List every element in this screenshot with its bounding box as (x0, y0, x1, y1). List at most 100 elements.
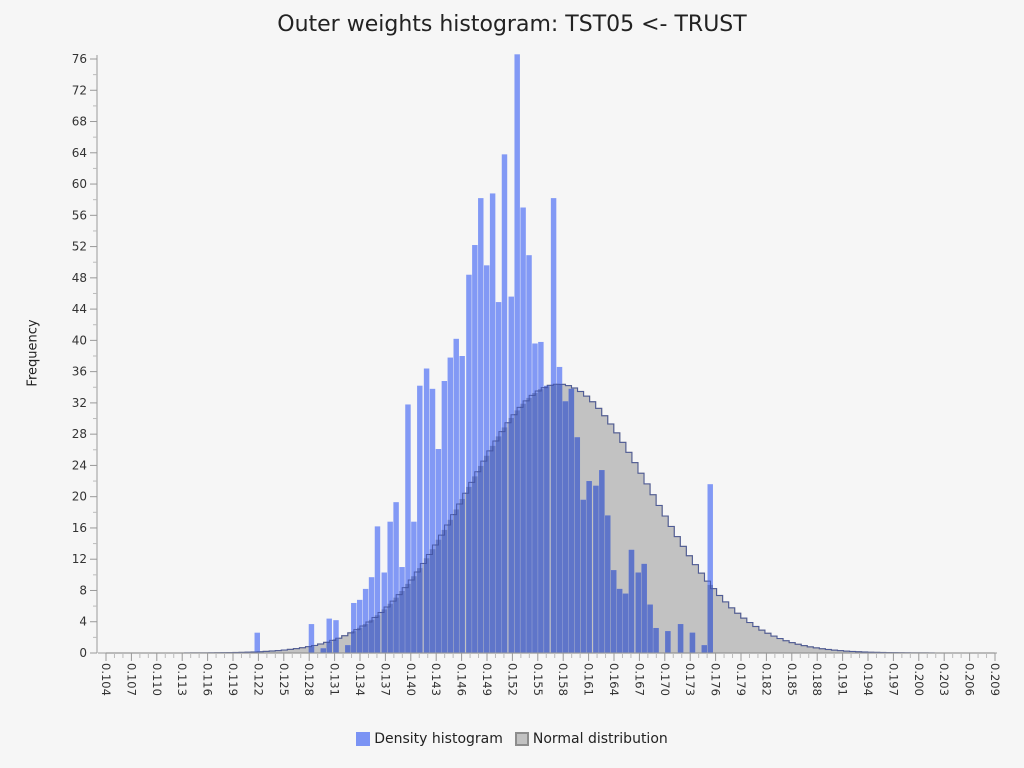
density-bar (466, 274, 472, 653)
density-bar (362, 588, 369, 653)
y-tick-label: 0 (79, 646, 87, 660)
overlap-bar (308, 646, 315, 653)
overlap-bar (550, 384, 557, 653)
overlap-bar (501, 427, 508, 653)
x-tick-label: 0.104 (99, 663, 113, 696)
density-bar (441, 381, 448, 653)
overlap-bar (647, 604, 653, 653)
y-tick-label: 68 (72, 115, 87, 129)
legend-swatch-normal (514, 732, 529, 746)
density-bar (351, 602, 357, 653)
legend: Density histogram Normal distribution (0, 731, 1024, 747)
overlap-bar (466, 486, 472, 653)
overlap-bar (435, 539, 442, 653)
overlap-bar (351, 631, 357, 653)
overlap-bar (459, 498, 465, 653)
y-tick-label: 24 (72, 458, 87, 472)
overlap-bar (393, 597, 399, 653)
x-tick-label: 0.131 (328, 663, 342, 696)
overlap-bar (320, 648, 327, 653)
overlap-bar (374, 615, 381, 653)
overlap-bar (689, 632, 696, 653)
y-tick-label: 36 (72, 365, 87, 379)
x-tick-label: 0.155 (531, 663, 545, 696)
overlap-bar (345, 645, 351, 653)
x-tick-label: 0.149 (480, 663, 494, 696)
overlap-bar (707, 584, 713, 653)
x-tick-label: 0.128 (302, 663, 316, 696)
y-tick-label: 56 (72, 208, 87, 222)
overlap-bar (508, 417, 514, 653)
overlap-bar (399, 591, 405, 653)
x-tick-label: 0.188 (810, 663, 824, 696)
overlap-bar (701, 645, 708, 653)
overlap-bar (586, 481, 592, 653)
y-tick-label: 72 (72, 83, 87, 97)
y-tick-label: 64 (72, 146, 87, 160)
x-tick-label: 0.134 (353, 663, 367, 696)
overlap-bar (520, 403, 526, 653)
overlap-bar (514, 410, 520, 653)
x-tick-label: 0.173 (683, 663, 697, 696)
x-tick-label: 0.143 (429, 663, 443, 696)
overlap-bar (532, 393, 538, 653)
y-tick-label: 8 (79, 583, 87, 597)
overlap-bar (411, 576, 417, 653)
overlap-bar (616, 588, 623, 653)
overlap-bar (333, 639, 339, 653)
overlap-bar (622, 593, 629, 653)
y-tick-label: 12 (72, 552, 87, 566)
x-tick-label: 0.113 (175, 663, 189, 696)
overlap-bar (417, 568, 423, 653)
density-bar (333, 620, 339, 653)
y-tick-label: 32 (72, 396, 87, 410)
overlap-bar (381, 609, 387, 653)
overlap-bar (562, 401, 569, 653)
overlap-bar (387, 603, 393, 653)
overlap-bar (423, 558, 430, 653)
x-tick-label: 0.125 (277, 663, 291, 696)
overlap-bar (441, 529, 448, 653)
legend-item-normal[interactable]: Normal distribution (514, 731, 668, 747)
overlap-area (254, 384, 713, 653)
chart-title: Outer weights histogram: TST05 <- TRUST (277, 12, 747, 37)
overlap-bar (610, 570, 617, 653)
y-tick-label: 28 (72, 427, 87, 441)
density-bar (393, 502, 399, 653)
x-tick-label: 0.176 (709, 663, 723, 696)
density-bar (326, 618, 332, 653)
overlap-bar (556, 384, 563, 653)
overlap-bar (495, 436, 502, 653)
density-bar (501, 154, 508, 653)
overlap-bar (544, 386, 550, 653)
overlap-bar (453, 509, 459, 653)
legend-item-density[interactable]: Density histogram (356, 731, 503, 747)
x-tick-label: 0.197 (886, 663, 900, 696)
x-tick-label: 0.194 (861, 663, 875, 696)
overlap-bar (580, 499, 586, 653)
y-tick-label: 60 (72, 177, 87, 191)
density-bar (308, 624, 315, 653)
overlap-bar (356, 627, 363, 653)
x-tick-label: 0.191 (836, 663, 850, 696)
density-bar (417, 385, 423, 653)
overlap-bar (405, 583, 411, 653)
density-bar (478, 198, 484, 653)
y-tick-label: 20 (72, 490, 87, 504)
y-tick-label: 52 (72, 240, 87, 254)
x-tick-label: 0.119 (226, 663, 240, 696)
density-bar (374, 526, 381, 653)
x-tick-label: 0.158 (556, 663, 570, 696)
density-bar (429, 388, 436, 653)
x-tick-label: 0.200 (912, 663, 926, 696)
density-bar (405, 404, 411, 653)
density-bar (514, 54, 520, 654)
legend-swatch-density (356, 732, 371, 746)
x-tick-label: 0.209 (988, 663, 1002, 696)
x-tick-label: 0.140 (404, 663, 418, 696)
density-bar (447, 357, 454, 653)
overlap-bar (362, 624, 369, 653)
density-bar (387, 521, 393, 653)
overlap-bar (605, 515, 611, 653)
overlap-bar (368, 619, 375, 653)
